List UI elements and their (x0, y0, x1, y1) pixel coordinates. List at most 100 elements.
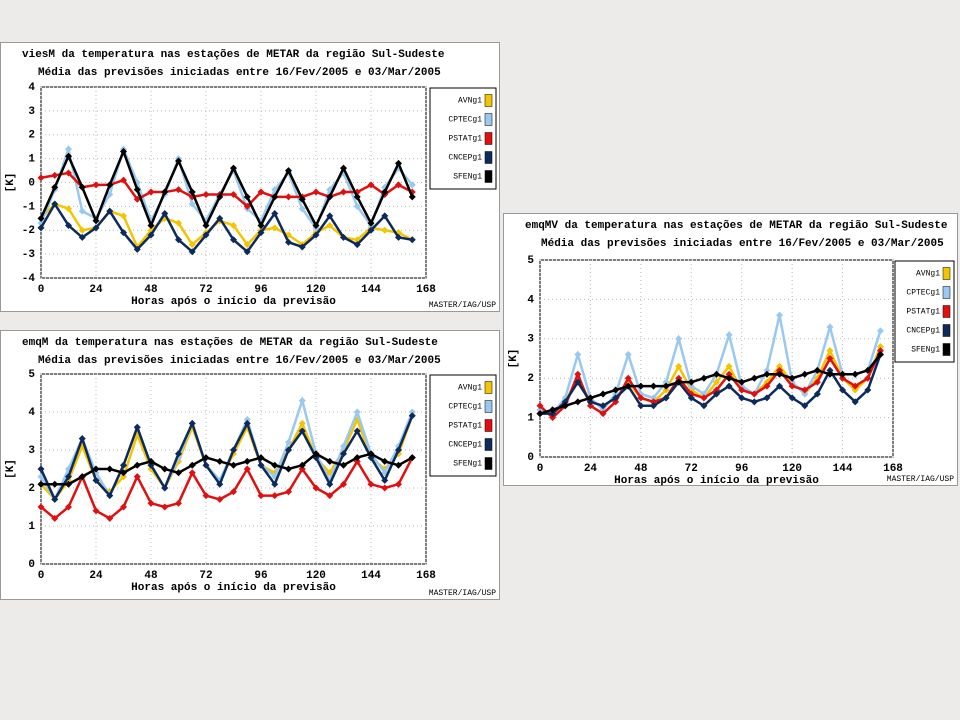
data-point (161, 188, 169, 196)
data-point (188, 200, 196, 208)
data-point (106, 181, 114, 189)
y-tick-label: -2 (22, 225, 35, 237)
data-point (243, 416, 251, 424)
data-point (408, 412, 416, 420)
data-point (549, 410, 557, 418)
data-point (120, 212, 127, 220)
data-point (788, 378, 796, 386)
data-point (285, 238, 292, 246)
credit: MASTER/IAG/USP (429, 301, 496, 310)
legend-label: CNCEPg1 (448, 441, 482, 450)
data-point (285, 438, 292, 446)
data-point (776, 382, 784, 390)
data-point (864, 366, 872, 374)
data-point (202, 190, 210, 198)
data-point (381, 476, 389, 484)
data-point (106, 465, 114, 473)
data-point (353, 202, 361, 210)
data-point (340, 450, 347, 458)
data-point (285, 193, 292, 201)
data-point (340, 461, 347, 469)
data-point (202, 231, 210, 239)
data-point (188, 419, 196, 427)
data-point (243, 202, 251, 210)
data-point (216, 214, 224, 222)
data-point (92, 465, 100, 473)
data-point (395, 446, 402, 454)
data-point (649, 382, 657, 390)
data-point (408, 181, 416, 189)
data-point (175, 450, 182, 458)
data-point (788, 382, 796, 390)
data-point (51, 200, 59, 208)
data-point (700, 374, 708, 382)
chart-title: emqM da temperatura nas estações de META… (22, 337, 438, 349)
data-point (813, 378, 821, 386)
x-tick-label: 120 (306, 570, 326, 582)
y-axis-label: [K] (5, 173, 17, 193)
data-point (561, 398, 569, 406)
data-point (37, 503, 45, 511)
data-point (763, 378, 771, 386)
data-point (37, 465, 45, 473)
data-point (326, 221, 334, 229)
legend-label: SFENg1 (911, 346, 940, 355)
data-point (133, 186, 141, 194)
x-tick-label: 144 (833, 463, 853, 475)
data-point (133, 423, 141, 431)
data-point (257, 492, 265, 500)
x-tick-label: 48 (144, 570, 158, 582)
data-point (298, 205, 306, 213)
data-point (133, 245, 141, 253)
data-point (216, 480, 224, 488)
series-line (539, 350, 882, 420)
data-point (161, 465, 169, 473)
data-point (675, 374, 683, 382)
data-point (37, 224, 45, 232)
series-line (40, 457, 414, 521)
data-point (285, 167, 292, 175)
data-point (92, 507, 100, 515)
data-point (298, 397, 306, 405)
legend-swatch (484, 457, 493, 470)
data-point (298, 465, 306, 473)
data-point (175, 219, 182, 227)
data-point (120, 469, 127, 477)
data-point (147, 457, 155, 465)
data-point (624, 351, 632, 359)
data-point (243, 193, 251, 201)
y-axis-label: [K] (508, 349, 520, 369)
data-point (340, 480, 347, 488)
data-point (78, 207, 86, 215)
data-point (78, 473, 86, 481)
chart-title: emqMV da temperatura nas estações de MET… (525, 220, 948, 232)
data-point (687, 382, 695, 390)
x-axis-label: Horas após o início da previsão (614, 475, 819, 486)
data-point (312, 450, 320, 458)
data-point (188, 188, 196, 196)
data-point (216, 495, 224, 503)
data-point (312, 188, 320, 196)
data-point (230, 164, 237, 172)
data-point (801, 390, 809, 398)
legend-swatch (942, 324, 951, 337)
x-tick-label: 120 (782, 463, 802, 475)
y-tick-label: -1 (22, 201, 36, 213)
data-point (649, 398, 657, 406)
data-point (876, 343, 884, 351)
data-point (649, 402, 657, 410)
data-point (675, 362, 683, 370)
data-point (826, 323, 834, 331)
data-point (51, 514, 59, 522)
data-point (612, 386, 620, 394)
data-point (381, 188, 389, 196)
data-point (243, 248, 251, 256)
chart-panel: viesM da temperatura nas estações de MET… (0, 42, 500, 312)
x-tick-label: 48 (634, 463, 648, 475)
data-point (725, 382, 733, 390)
data-point (687, 390, 695, 398)
data-point (826, 347, 834, 355)
legend-swatch (484, 94, 493, 107)
data-point (78, 226, 86, 234)
y-tick-label: 4 (28, 407, 35, 419)
